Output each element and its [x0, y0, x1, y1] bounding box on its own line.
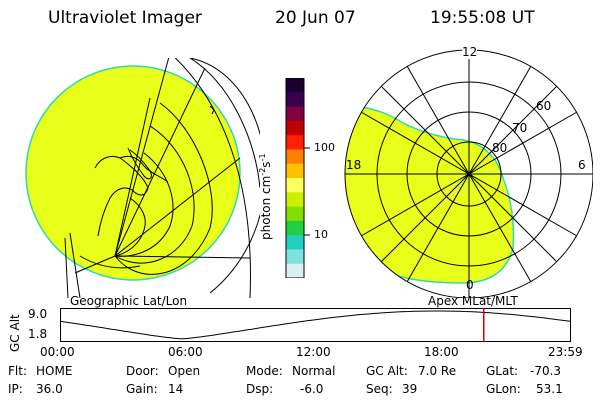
image-time: 19:55:08 UT [430, 8, 535, 28]
colorbar-frame [285, 78, 305, 278]
glon-value: 53.1 [536, 382, 563, 396]
altitude-curve [60, 310, 571, 340]
colorbar-label: photon cm-2s-1 [258, 153, 273, 240]
mlt-label-6: 6 [578, 158, 586, 172]
colorbar-segment [286, 106, 304, 122]
mode-value: Normal [292, 364, 336, 378]
colorbar-segment [286, 249, 304, 265]
colorbar-segment [286, 235, 304, 250]
time-tick-0000: 00:00 [40, 345, 75, 359]
mlt-label-18: 18 [346, 158, 362, 172]
time-tick-1200: 12:00 [296, 345, 331, 359]
time-tick-2359: 23:59 [548, 345, 583, 359]
gain-label: Gain: [126, 382, 158, 396]
geographic-image [25, 58, 260, 298]
dsp-value: -6.0 [300, 382, 324, 396]
image-date: 20 Jun 07 [275, 8, 356, 28]
time-tick-0600: 06:00 [168, 345, 203, 359]
door-value: Open [168, 364, 201, 378]
colorbar-segment [286, 220, 304, 236]
gain-value: 14 [168, 382, 184, 396]
geographic-grid [64, 58, 260, 298]
colorbar-segment [286, 263, 304, 278]
glat-value: -70.3 [530, 364, 562, 378]
colorbar [285, 78, 310, 278]
colorbar-segment [286, 120, 304, 136]
door-label: Door: [126, 364, 159, 378]
altitude-ytick-1-8: 1.8 [28, 327, 48, 341]
gcalt-label: GC Alt: [366, 364, 408, 378]
colorbar-segment [286, 135, 304, 150]
mode-label: Mode: [246, 364, 283, 378]
seq-value: 39 [402, 382, 418, 396]
colorbar-segment [286, 78, 304, 93]
altitude-ylabel: GC Alt [8, 314, 22, 352]
colorbar-segment [286, 163, 304, 179]
ip-value: 36.0 [36, 382, 63, 396]
mlat-label-80: 80 [492, 141, 508, 155]
colorbar-segment [286, 206, 304, 222]
colorbar-tick-100: 100 [314, 141, 335, 154]
glat-label: GLat: [486, 364, 519, 378]
colorbar-segment [286, 92, 304, 108]
left-panel-caption: Geographic Lat/Lon [70, 294, 188, 308]
right-panel-caption: Apex MLat/MLT [428, 294, 518, 308]
time-tick-1800: 18:00 [424, 345, 459, 359]
ip-label: IP: [8, 382, 23, 396]
altitude-strip [60, 308, 571, 342]
mlt-label-12: 12 [462, 45, 478, 59]
colorbar-segment [286, 178, 304, 193]
apex-polar-plot [344, 49, 593, 298]
colorbar-tick-10: 10 [314, 228, 328, 241]
gcalt-value: 7.0 Re [418, 364, 457, 378]
altitude-ytick-9: 9.0 [28, 307, 48, 321]
strip-frame [60, 308, 571, 342]
mlt-label-0: 0 [466, 278, 474, 292]
flt-label: Flt: [8, 364, 27, 378]
colorbar-segment [286, 192, 304, 208]
dsp-label: Dsp: [246, 382, 274, 396]
pole-marker [467, 172, 471, 176]
glon-label: GLon: [486, 382, 521, 396]
colorbar-segment [286, 149, 304, 165]
mlat-label-70: 70 [512, 121, 528, 135]
mlat-label-60: 60 [536, 99, 552, 113]
flt-value: HOME [36, 364, 73, 378]
seq-label: Seq: [366, 382, 393, 396]
instrument-title: Ultraviolet Imager [48, 8, 202, 28]
outer-arc [189, 58, 260, 294]
